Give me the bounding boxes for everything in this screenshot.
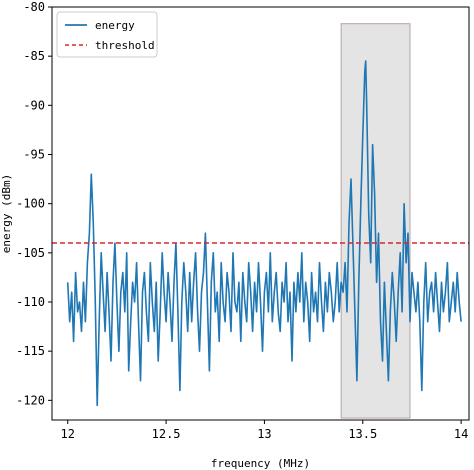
energy-series-line	[66, 60, 462, 407]
y-tick-label: -115	[16, 344, 45, 358]
x-tick-label: 14	[454, 427, 468, 441]
y-tick-label: -90	[23, 98, 45, 112]
y-axis: -120 -115 -110 -105 -100 -95 -90 -85 -80	[16, 0, 52, 407]
x-tick-label: 13	[257, 427, 271, 441]
y-tick-label: -105	[16, 246, 45, 260]
legend-box	[56, 11, 158, 58]
y-axis-label: energy (dBm)	[0, 174, 13, 253]
legend-label-threshold: threshold	[95, 39, 155, 52]
x-axis: 12 12.5 13 13.5 14	[61, 420, 468, 441]
y-tick-label: -120	[16, 393, 45, 407]
y-tick-label: -100	[16, 197, 45, 211]
plot-area	[52, 60, 469, 407]
legend-label-energy: energy	[95, 19, 135, 32]
legend: energy threshold	[56, 11, 158, 58]
x-axis-label: frequency (MHz)	[211, 457, 310, 470]
x-tick-label: 12.5	[152, 427, 181, 441]
axes-frame	[51, 6, 470, 421]
y-tick-label: -110	[16, 295, 45, 309]
x-tick-label: 12	[61, 427, 75, 441]
x-tick-label: 13.5	[348, 427, 377, 441]
y-tick-label: -95	[23, 148, 45, 162]
y-tick-label: -85	[23, 49, 45, 63]
y-tick-label: -80	[23, 0, 45, 14]
